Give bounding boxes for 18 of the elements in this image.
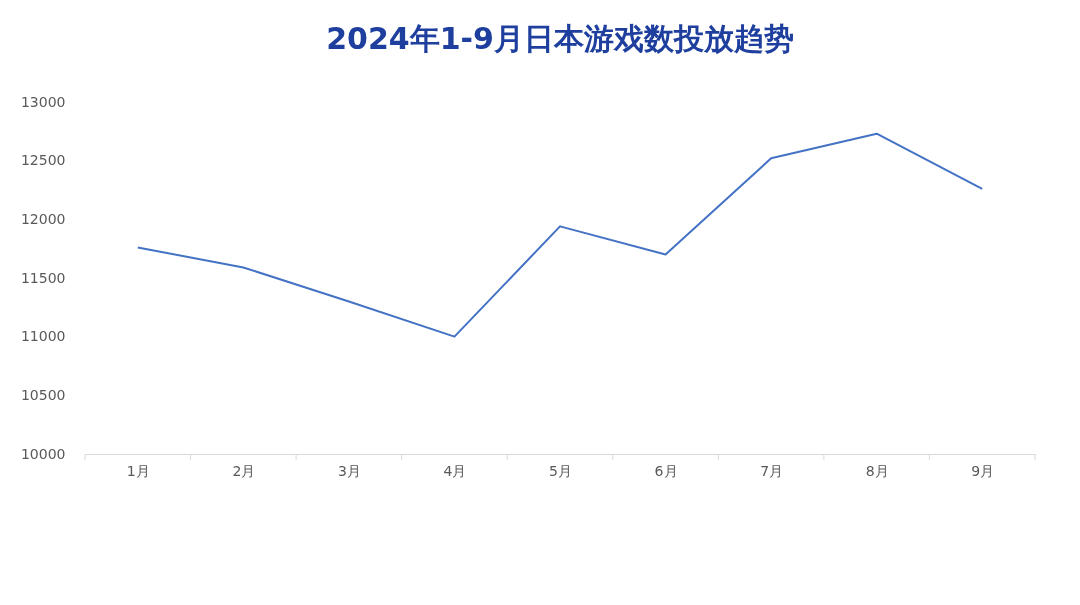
line-series [136,132,984,338]
x-tick-label: 9月 [971,462,995,479]
x-tick-label: 3月 [337,462,361,479]
y-tick-label: 11000 [20,328,66,345]
x-tick-label: 4月 [443,462,467,479]
x-tick-label: 8月 [865,462,889,479]
x-tick-label: 2月 [232,462,256,479]
x-tick-label: 6月 [654,462,678,479]
x-tick-label: 1月 [126,462,150,479]
y-tick-label: 12500 [20,152,66,169]
y-tick-label: 11500 [20,269,66,286]
y-tick-label: 13000 [20,93,66,110]
y-tick-label: 10000 [20,445,66,462]
y-tick-label: 12000 [20,210,66,227]
y-tick-label: 10500 [20,386,66,403]
chart-title: 2024年1-9月日本游戏数投放趋势 [326,21,794,56]
x-tick-label: 7月 [760,462,784,479]
x-tick-label: 5月 [549,462,572,479]
